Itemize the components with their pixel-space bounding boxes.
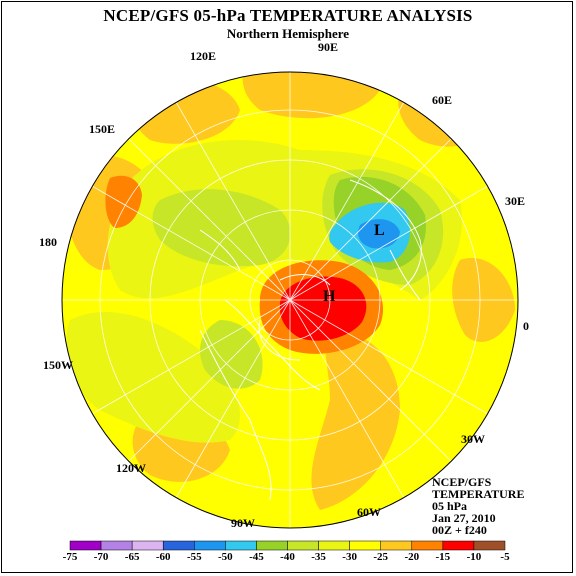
map-subtitle: Northern Hemisphere [226, 26, 350, 41]
colorbar-swatch [194, 540, 226, 551]
colorbar-tick-label: -45 [249, 551, 264, 563]
colorbar-tick-label: -60 [155, 551, 171, 563]
field-green-area [152, 189, 291, 267]
colorbar-swatch [256, 540, 288, 551]
colorbar-swatch [442, 540, 475, 551]
colorbar-tick-label: -5 [500, 551, 510, 563]
low-pressure-marker: L [374, 222, 385, 239]
colorbar-tick-label: -50 [218, 551, 233, 563]
coastlines [199, 179, 422, 501]
colorbar-tick-label: -15 [435, 551, 451, 563]
colorbar-tick-label: -35 [311, 551, 326, 563]
lon-label-120e: 120E [190, 49, 217, 63]
lon-label-180: 180 [39, 235, 57, 249]
info-level: 05 hPa [432, 499, 468, 513]
field-orange-patch [242, 72, 380, 119]
field-green-area [200, 320, 263, 389]
colorbar-tick-label: -10 [466, 551, 482, 563]
colorbar-tick-label: -25 [373, 551, 389, 563]
lon-label-120w: 120W [116, 461, 146, 475]
lon-label-150e: 150E [89, 122, 116, 136]
lon-label-60e: 60E [432, 93, 453, 107]
info-model: NCEP/GFS [432, 475, 492, 489]
lon-label-30w: 30W [461, 432, 485, 446]
colorbar-swatch [380, 540, 413, 551]
lon-label-60w: 60W [357, 505, 381, 519]
colorbar-tick-label: -70 [93, 551, 109, 563]
colorbar-swatch [349, 540, 381, 551]
colorbar-tick-label: -20 [404, 551, 420, 563]
field-cold-core [358, 219, 400, 249]
map-title: NCEP/GFS 05-hPa TEMPERATURE ANALYSIS [103, 6, 473, 25]
field-warm-core [279, 276, 367, 341]
info-block: NCEP/GFS TEMPERATURE 05 hPa Jan 27, 2010… [432, 476, 524, 536]
colorbar-swatch [287, 540, 319, 551]
colorbar-tick-label: -75 [62, 551, 78, 563]
graticule [62, 72, 518, 528]
field-hot-spot [105, 175, 142, 228]
colorbar-swatch [225, 540, 257, 551]
high-pressure-marker: H [323, 288, 336, 305]
colorbar [69, 540, 506, 551]
colorbar-tick-label: -55 [186, 551, 202, 563]
colorbar-swatch [100, 540, 133, 551]
lon-label-30e: 30E [505, 194, 526, 208]
colorbar-tick-label: -65 [124, 551, 140, 563]
info-variable: TEMPERATURE [432, 487, 525, 501]
temperature-field [62, 72, 518, 528]
lon-label-90w: 90W [231, 516, 255, 530]
colorbar-swatch [411, 540, 444, 551]
colorbar-swatch [162, 540, 195, 551]
colorbar-swatch [69, 540, 102, 551]
colorbar-swatch [473, 540, 506, 551]
field-yellowgreen-band [66, 311, 240, 443]
colorbar-swatch [318, 540, 350, 551]
info-date: Jan 27, 2010 [432, 511, 496, 525]
lon-label-90e: 90E [318, 40, 339, 54]
info-forecast: 00Z + f240 [432, 523, 487, 537]
colorbar-swatch [131, 540, 164, 551]
lon-label-0: 0 [523, 319, 529, 333]
colorbar-tick-label: -40 [280, 551, 295, 563]
map-boundary [61, 71, 519, 529]
colorbar-tick-label: -30 [342, 551, 357, 563]
lon-label-150w: 150W [43, 358, 73, 372]
